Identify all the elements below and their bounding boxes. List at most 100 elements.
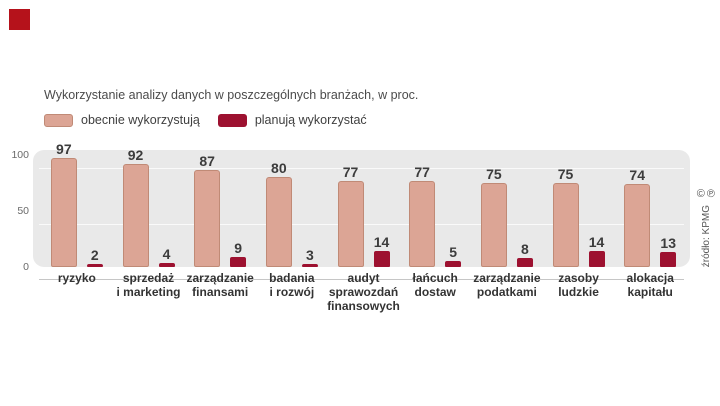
bar-value-label: 77 xyxy=(342,163,359,180)
bar-planned xyxy=(588,251,605,267)
bar-group: 87 9 zarządzanie finansami xyxy=(184,137,256,313)
category-label: łańcuch dostaw xyxy=(412,271,458,299)
bar-planned xyxy=(301,263,318,267)
bar-col-current: 75 xyxy=(552,166,579,267)
bar-value-label: 87 xyxy=(199,152,215,169)
bar-current xyxy=(50,158,77,267)
bar-value-label: 92 xyxy=(127,146,144,163)
bar-current xyxy=(265,177,292,267)
bar-pair: 97 2 xyxy=(50,137,103,267)
bar-pair: 80 3 xyxy=(265,137,318,267)
legend-swatch-current xyxy=(44,113,73,127)
bar-value-label: 14 xyxy=(373,234,390,251)
bar-pair: 74 13 xyxy=(624,137,677,267)
bar-col-current: 87 xyxy=(194,152,221,267)
bar-group: 75 8 zarządzanie podatkami xyxy=(471,137,543,313)
bar-col-planned: 2 xyxy=(86,247,103,267)
bar-group: 97 2 ryzyko xyxy=(41,137,113,313)
bar-value-label: 97 xyxy=(56,141,72,158)
category-label: alokacja kapitału xyxy=(626,271,674,299)
chart-area: 100 50 0 97 2 ryzyko 92 4 sprzedaż i marketin… xyxy=(11,137,690,313)
bar-col-planned: 3 xyxy=(301,246,318,267)
bar-pair: 87 9 xyxy=(194,137,247,267)
bar-col-planned: 5 xyxy=(445,244,462,267)
bar-value-label: 80 xyxy=(271,160,287,177)
bar-col-current: 74 xyxy=(624,167,651,267)
y-tick-50: 50 xyxy=(17,205,29,217)
bar-value-label: 13 xyxy=(660,235,676,252)
bar-group: 75 14 zasoby ludzkie xyxy=(543,137,615,313)
bar-current xyxy=(337,180,364,267)
chart-title: Wykorzystanie analizy danych w poszczegó… xyxy=(44,88,419,102)
bar-planned xyxy=(373,251,390,267)
category-label: audyt sprawozdań finansowych xyxy=(327,271,400,313)
bar-col-planned: 14 xyxy=(588,234,605,267)
bar-pair: 75 14 xyxy=(552,137,605,267)
bar-value-label: 2 xyxy=(90,247,99,263)
category-label: zasoby ludzkie xyxy=(558,271,599,299)
bar-value-label: 14 xyxy=(588,234,605,251)
y-tick-100: 100 xyxy=(11,149,29,161)
bar-current xyxy=(409,180,436,267)
bar-value-label: 75 xyxy=(557,166,574,182)
bar-col-current: 77 xyxy=(337,163,364,267)
legend-item-current: obecnie wykorzystują xyxy=(44,113,200,127)
bar-col-planned: 14 xyxy=(373,234,390,267)
bar-planned xyxy=(230,256,247,267)
bar-col-planned: 9 xyxy=(230,239,247,267)
bar-group: 80 3 badania i rozwój xyxy=(256,137,328,313)
legend: obecnie wykorzystują planują wykorzystać xyxy=(44,113,367,127)
bar-groups: 97 2 ryzyko 92 4 sprzedaż i marketing 87 9 zarzą… xyxy=(33,137,690,313)
bar-value-label: 8 xyxy=(520,241,529,258)
bar-planned xyxy=(445,261,462,267)
bar-col-current: 75 xyxy=(480,166,507,267)
bar-value-label: 9 xyxy=(234,239,243,256)
category-label: zarządzanie finansami xyxy=(186,271,254,299)
bar-value-label: 75 xyxy=(486,166,502,182)
y-tick-0: 0 xyxy=(23,261,29,273)
bar-pair: 77 14 xyxy=(337,137,390,267)
bar-col-current: 80 xyxy=(265,160,292,267)
bar-col-current: 92 xyxy=(122,146,149,267)
bar-planned xyxy=(660,252,677,267)
bar-group: 74 13 alokacja kapitału xyxy=(614,137,686,313)
bar-current xyxy=(194,169,221,267)
copyright-icon: ©℗ xyxy=(696,188,717,200)
bar-current xyxy=(552,183,579,267)
bar-col-planned: 8 xyxy=(516,241,533,267)
bar-col-planned: 4 xyxy=(158,245,175,267)
source-credit: źródło: KPMG xyxy=(701,205,713,268)
bar-current xyxy=(624,184,651,267)
category-label: sprzedaż i marketing xyxy=(116,271,181,299)
bar-group: 77 5 łańcuch dostaw xyxy=(399,137,471,313)
bar-value-label: 3 xyxy=(305,246,314,263)
bar-pair: 92 4 xyxy=(122,137,175,267)
bar-pair: 77 5 xyxy=(409,137,462,267)
bar-col-current: 77 xyxy=(409,163,436,267)
publisher-logo-square xyxy=(9,9,30,30)
bar-planned xyxy=(86,264,103,267)
gridline-100 xyxy=(39,168,684,169)
legend-label-current: obecnie wykorzystują xyxy=(81,113,200,127)
legend-swatch-planned xyxy=(217,113,247,127)
bar-value-label: 74 xyxy=(629,167,645,184)
bar-group: 92 4 sprzedaż i marketing xyxy=(113,137,185,313)
bar-value-label: 5 xyxy=(449,244,458,261)
legend-label-planned: planują wykorzystać xyxy=(254,113,367,127)
bar-col-current: 97 xyxy=(50,141,77,267)
bar-current xyxy=(122,163,149,267)
bar-planned xyxy=(158,262,175,267)
bar-value-label: 77 xyxy=(414,163,430,180)
bar-pair: 75 8 xyxy=(480,137,533,267)
bar-group: 77 14 audyt sprawozdań finansowych xyxy=(327,137,400,313)
category-label: zarządzanie podatkami xyxy=(473,271,541,299)
category-label: badania i rozwój xyxy=(269,271,315,299)
bar-planned xyxy=(516,258,533,267)
category-label: ryzyko xyxy=(57,271,96,285)
bar-current xyxy=(480,183,507,267)
baseline xyxy=(39,279,684,280)
bar-value-label: 4 xyxy=(162,245,171,262)
bar-col-planned: 13 xyxy=(660,235,677,267)
legend-item-planned: planują wykorzystać xyxy=(217,113,367,127)
source-strip: ©℗ źródło: KPMG xyxy=(697,188,717,267)
